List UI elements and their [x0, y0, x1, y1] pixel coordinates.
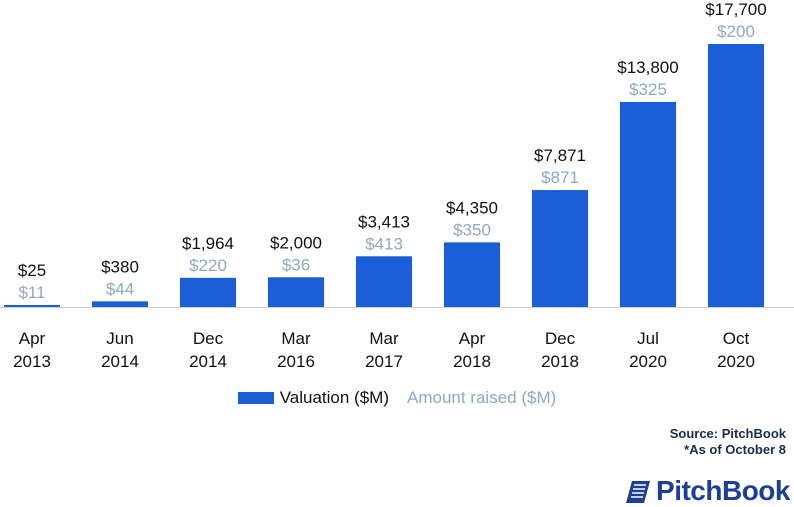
brand-name: PitchBook: [656, 475, 790, 506]
bar-valuation: [356, 256, 412, 307]
data-label-valuation: $13,800: [617, 58, 678, 77]
x-tick-label-year: 2017: [365, 352, 403, 371]
book-icon: [626, 481, 651, 503]
data-label-valuation: $7,871: [534, 146, 586, 165]
x-tick-label-month: Mar: [281, 329, 311, 348]
data-label-valuation: $380: [101, 257, 139, 276]
data-label-amount-raised: $44: [106, 279, 134, 298]
data-label-valuation: $4,350: [446, 198, 498, 217]
x-tick-label-year: 2014: [101, 352, 139, 371]
x-tick-label-month: Apr: [459, 329, 486, 348]
data-label-amount-raised: $350: [453, 220, 491, 239]
data-label-amount-raised: $200: [717, 22, 755, 41]
x-tick-label-year: 2016: [277, 352, 315, 371]
as-of-note: *As of October 8: [684, 442, 786, 457]
legend-item-amount-raised: Amount raised ($M): [407, 388, 556, 408]
bar-valuation: [268, 277, 324, 307]
data-label-valuation: $3,413: [358, 212, 410, 231]
x-tick-label-year: 2018: [541, 352, 579, 371]
x-tick-label-month: Dec: [545, 329, 576, 348]
data-label-amount-raised: $413: [365, 234, 403, 253]
bar-valuation: [4, 305, 60, 307]
bar-valuation: [444, 242, 500, 307]
legend-item-valuation: Valuation ($M): [237, 388, 389, 408]
data-label-amount-raised: $325: [629, 80, 667, 99]
x-tick-label-year: 2020: [629, 352, 667, 371]
bar-valuation: [92, 301, 148, 307]
legend-swatch-valuation: [237, 392, 274, 404]
data-label-amount-raised: $36: [282, 255, 310, 274]
data-label-valuation: $1,964: [182, 234, 234, 253]
x-tick-label-month: Dec: [193, 329, 224, 348]
data-label-amount-raised: $220: [189, 256, 227, 275]
bar-valuation: [532, 190, 588, 307]
source-text: Source: PitchBook: [669, 426, 786, 441]
x-tick-label-month: Jun: [106, 329, 133, 348]
data-label-valuation: $25: [18, 261, 46, 280]
data-label-amount-raised: $11: [18, 283, 45, 302]
bar-chart: $25 $11 Apr 2013 $380 $44 Jun 2014 $1,964 $220 Dec…: [0, 0, 794, 371]
x-tick-label-year: 2018: [453, 352, 491, 371]
legend: Valuation ($M) Amount raised ($M): [0, 385, 794, 411]
x-tick-label-year: 2020: [717, 352, 755, 371]
bar-valuation: [180, 277, 236, 307]
x-tick-label-month: Mar: [369, 329, 399, 348]
source-note: Source: PitchBook *As of October 8: [670, 426, 786, 458]
pitchbook-logo: PitchBook: [622, 475, 790, 507]
data-label-amount-raised: $871: [541, 168, 579, 187]
legend-label-valuation: Valuation ($M): [279, 388, 389, 407]
bar-valuation: [620, 101, 676, 307]
x-tick-label-month: Jul: [637, 329, 659, 348]
x-tick-label-month: Oct: [723, 329, 750, 348]
bar-valuation: [708, 44, 764, 307]
data-label-valuation: $2,000: [270, 233, 322, 252]
x-tick-label-month: Apr: [19, 329, 46, 348]
x-tick-label-year: 2013: [13, 352, 51, 371]
x-tick-label-year: 2014: [189, 352, 227, 371]
data-label-valuation: $17,700: [705, 0, 766, 19]
legend-label-amount-raised: Amount raised ($M): [407, 388, 557, 407]
